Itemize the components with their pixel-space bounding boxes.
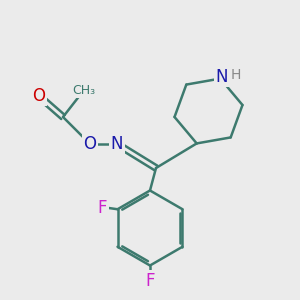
Text: CH₃: CH₃ — [72, 83, 96, 97]
Text: H: H — [231, 68, 241, 82]
Text: N: N — [215, 68, 228, 86]
Text: O: O — [83, 135, 97, 153]
Text: N: N — [111, 135, 123, 153]
Text: F: F — [98, 199, 107, 217]
Text: F: F — [145, 272, 155, 290]
Text: O: O — [32, 87, 46, 105]
